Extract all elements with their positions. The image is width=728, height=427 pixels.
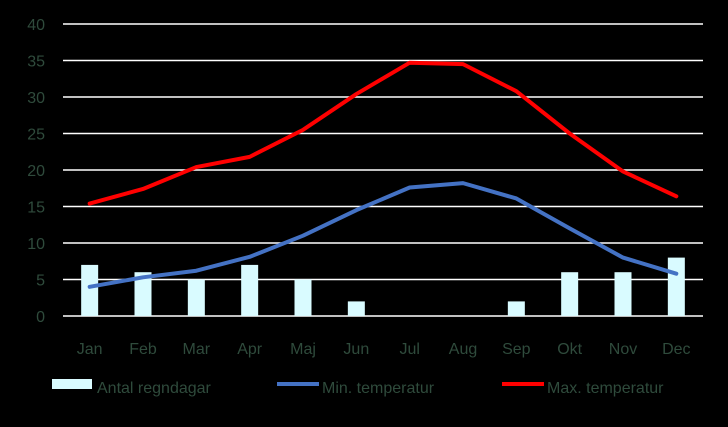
y-tick-label-40: 40	[27, 17, 45, 34]
x-axis-tick-labels: Jan Feb Mar Apr Maj Jun Jul Aug Sep Okt Nov Dec	[77, 341, 691, 358]
line-series	[87, 60, 679, 289]
bar-antal-regndagar-apr	[241, 264, 259, 316]
x-tick-label-nov: Nov	[609, 341, 637, 358]
legend-label-min-temperatur: Min. temperatur	[322, 380, 435, 397]
x-tick-label-feb: Feb	[129, 341, 157, 358]
y-tick-label-35: 35	[27, 54, 45, 71]
y-tick-label-10: 10	[27, 236, 45, 253]
bar-antal-regndagar-maj	[294, 279, 312, 316]
y-tick-label-20: 20	[27, 163, 45, 180]
x-tick-label-jun: Jun	[343, 341, 369, 358]
legend: Antal regndagar Min. temperatur Max. tem…	[52, 379, 664, 397]
x-tick-label-apr: Apr	[237, 341, 263, 358]
y-tick-label-25: 25	[27, 127, 45, 144]
y-tick-label-15: 15	[27, 200, 45, 217]
y-tick-label-5: 5	[36, 273, 45, 290]
x-tick-label-sep: Sep	[502, 341, 531, 358]
y-axis-tick-labels: 0 5 10 15 20 25 30 35 40	[27, 17, 45, 326]
legend-swatch-antal-regndagar	[52, 379, 92, 389]
bar-antal-regndagar-dec	[667, 257, 685, 316]
x-tick-label-jul: Jul	[399, 341, 419, 358]
line-max-temperatur	[87, 60, 679, 206]
x-tick-label-okt: Okt	[557, 341, 582, 358]
bar-series-antal-regndagar	[81, 257, 685, 316]
x-tick-label-dec: Dec	[662, 341, 690, 358]
bar-antal-regndagar-mar	[187, 279, 205, 316]
gridlines	[63, 23, 703, 317]
bar-antal-regndagar-nov	[614, 272, 632, 316]
bar-antal-regndagar-sep	[507, 301, 525, 316]
x-tick-label-mar: Mar	[183, 341, 211, 358]
bar-antal-regndagar-jan	[81, 264, 99, 316]
y-tick-label-0: 0	[36, 309, 45, 326]
bar-antal-regndagar-jun	[347, 301, 365, 316]
x-tick-label-jan: Jan	[77, 341, 103, 358]
legend-label-antal-regndagar: Antal regndagar	[97, 380, 212, 397]
x-tick-label-aug: Aug	[449, 341, 477, 358]
x-tick-label-maj: Maj	[290, 341, 316, 358]
legend-label-max-temperatur: Max. temperatur	[547, 380, 664, 397]
bar-antal-regndagar-okt	[561, 272, 579, 316]
line-min-temperatur	[87, 181, 679, 289]
y-tick-label-30: 30	[27, 90, 45, 107]
bar-antal-regndagar-feb	[134, 272, 152, 316]
